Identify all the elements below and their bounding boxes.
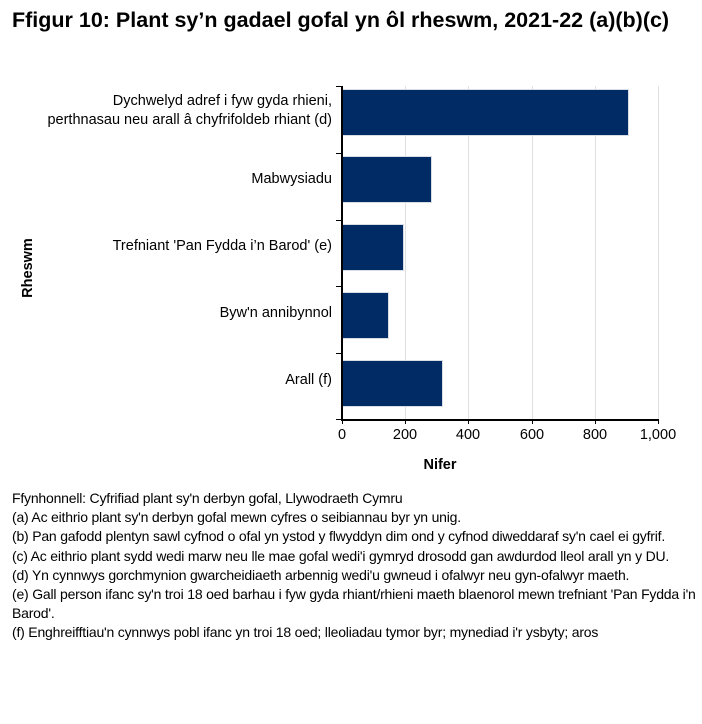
gridline-600 <box>532 86 533 419</box>
footnote-e: (e) Gall person ifanc sy'n troi 18 oed b… <box>12 586 696 622</box>
category-label: Trefniant 'Pan Fydda i’n Barod' (e) <box>112 238 332 254</box>
plot-area <box>342 86 659 419</box>
x-tick-label: 600 <box>519 427 545 443</box>
footnote-f: (f) Enghreifftiau'n cynnwys pobl ifanc y… <box>12 624 599 641</box>
gridline-1000 <box>658 86 659 419</box>
bar-chart: 0 200 400 600 800 1,000 Dychwelyd adref … <box>0 80 702 480</box>
bar <box>342 157 431 202</box>
footnote-b: (b) Pan gafodd plentyn sawl cyfnod o ofa… <box>12 528 666 545</box>
y-tick <box>336 153 342 154</box>
x-tick-label: 400 <box>455 427 481 443</box>
footnote-c: (c) Ac eithrio plant sydd wedi marw neu … <box>12 547 670 564</box>
x-tick <box>532 419 533 424</box>
bar <box>342 90 628 135</box>
x-tick-label: 800 <box>582 427 608 443</box>
y-tick <box>336 220 342 221</box>
x-tick <box>468 419 469 424</box>
footnote-d: (d) Yn cynnwys gorchmynion gwarcheidiaet… <box>12 566 630 583</box>
x-tick-label: 1,000 <box>639 427 677 443</box>
category-label-line: perthnasau neu arall â chyfrifoldeb rhia… <box>47 112 332 128</box>
footnote-a: (a) Ac eithrio plant sy'n derbyn gofal m… <box>12 509 461 526</box>
gridline-400 <box>468 86 469 419</box>
footnotes: Ffynhonnell: Cyfrifiad plant sy'n derbyn… <box>12 489 697 643</box>
x-axis <box>341 419 659 421</box>
x-tick <box>595 419 596 424</box>
x-tick-label: 200 <box>392 427 418 443</box>
x-axis-label: Nifer <box>423 457 457 473</box>
y-tick <box>336 286 342 287</box>
category-label: Dychwelyd adref i fyw gyda rhieni, perth… <box>2 92 332 130</box>
x-tick <box>342 419 343 424</box>
category-label-line: Dychwelyd adref i fyw gyda rhieni, <box>112 93 332 109</box>
x-tick <box>658 419 659 424</box>
x-tick-label: 0 <box>337 427 347 443</box>
category-label: Byw'n annibynnol <box>219 305 332 321</box>
y-axis-label: Rheswm <box>20 238 36 298</box>
category-label: Arall (f) <box>285 372 332 388</box>
bar <box>342 361 442 406</box>
x-tick <box>405 419 406 424</box>
y-tick <box>336 353 342 354</box>
gridline-800 <box>595 86 596 419</box>
bar <box>342 293 388 338</box>
chart-title: Ffigur 10: Plant sy’n gadael gofal yn ôl… <box>12 8 670 32</box>
source-note: Ffynhonnell: Cyfrifiad plant sy'n derbyn… <box>12 490 403 506</box>
y-tick <box>336 86 342 87</box>
category-label: Mabwysiadu <box>251 171 332 187</box>
gridline-200 <box>405 86 406 419</box>
bar <box>342 225 403 270</box>
y-axis <box>341 86 343 420</box>
y-tick <box>336 419 342 420</box>
